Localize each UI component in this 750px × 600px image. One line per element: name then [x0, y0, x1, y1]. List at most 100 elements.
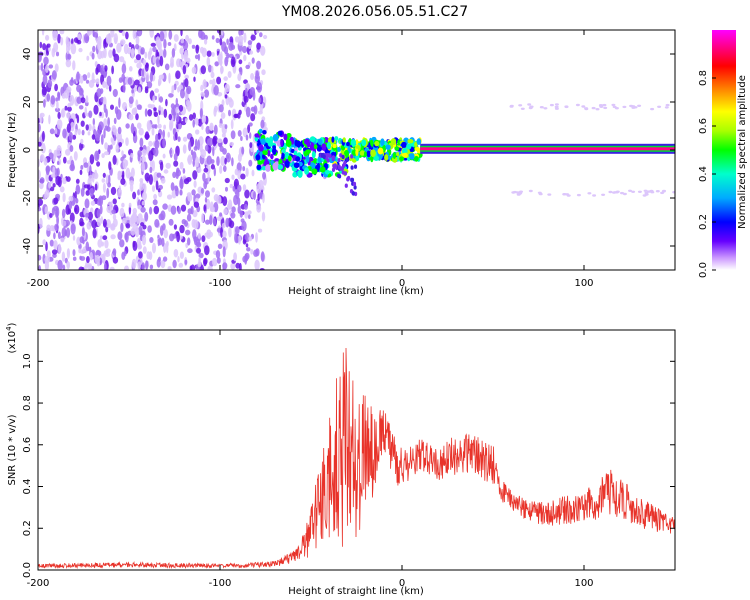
side-band-blob — [664, 106, 669, 109]
spectral-blob — [57, 111, 61, 120]
spectral-blob — [74, 204, 80, 215]
spectral-blob — [43, 157, 48, 166]
spectral-blob — [101, 153, 105, 159]
spectral-blob — [168, 113, 173, 121]
spectral-blob — [151, 124, 157, 129]
spectral-blob — [41, 30, 45, 36]
spectral-blob — [304, 167, 310, 175]
spectral-blob — [159, 55, 164, 67]
spectral-blob — [38, 169, 41, 180]
spectral-blob — [363, 151, 367, 158]
spectral-blob — [297, 169, 303, 178]
spectral-blob — [186, 85, 192, 95]
spectral-blob — [313, 158, 318, 164]
spectral-blob — [135, 227, 140, 238]
spectral-blob — [384, 154, 389, 161]
chart-title: YM08.2026.056.05.51.C27 — [281, 4, 468, 20]
snr-multiplier-exponent: 4 — [5, 326, 13, 331]
spectral-blob — [68, 131, 73, 142]
spectral-blob — [213, 194, 219, 202]
side-band-blob — [637, 104, 642, 108]
spectral-blob — [56, 161, 60, 165]
spectral-blob — [165, 240, 169, 247]
spectral-blob — [253, 191, 256, 201]
spectral-blob — [228, 97, 233, 103]
spectral-blob — [316, 162, 320, 171]
side-band-blob — [657, 105, 662, 109]
spectral-blob — [96, 161, 101, 167]
spectral-blob — [38, 182, 44, 190]
spectral-blob — [130, 152, 134, 158]
spectral-blob — [342, 163, 346, 168]
spectral-blob — [256, 42, 261, 50]
spectral-blob — [344, 183, 348, 188]
spectral-blob — [282, 148, 286, 154]
spectral-blob — [85, 190, 90, 196]
spectrogram-ytick-label: 20 — [22, 96, 33, 109]
spectral-blob — [86, 221, 92, 230]
side-band-blob — [629, 104, 634, 108]
spectral-blob — [230, 262, 236, 270]
spectral-blob — [219, 212, 223, 217]
spectral-blob — [167, 42, 172, 46]
spectral-blob — [149, 237, 154, 243]
spectral-blob — [219, 51, 223, 62]
colorbar-ticks: 0.0 0.2 0.4 0.6 0.8 — [698, 70, 716, 278]
spectral-blob — [229, 220, 235, 229]
spectral-blob — [112, 88, 118, 98]
spectral-blob — [149, 30, 154, 38]
colorbar-label: Normalized spectral amplitude — [737, 75, 748, 229]
spectral-blob — [188, 114, 194, 121]
spectral-blob — [179, 161, 184, 170]
spectral-blob — [237, 73, 242, 81]
spectral-blob — [39, 41, 43, 49]
side-band-blob — [554, 103, 559, 106]
spectral-blob — [184, 78, 189, 88]
spectral-blob — [87, 184, 91, 191]
side-band-blob — [647, 190, 651, 193]
side-band-blob — [650, 107, 655, 111]
side-band-blob — [575, 103, 580, 107]
spectral-blob — [112, 198, 117, 205]
spectral-blob — [258, 228, 263, 233]
spectral-blob — [66, 43, 70, 55]
spectral-blob — [158, 81, 161, 87]
spectral-blob — [91, 52, 95, 60]
spectral-blob — [140, 47, 145, 55]
side-band-blob — [615, 191, 619, 194]
spectral-blob — [149, 71, 153, 83]
spectral-blob — [101, 178, 106, 183]
spectral-blob — [244, 189, 250, 199]
spectral-blob — [137, 213, 143, 222]
snr-background — [38, 330, 675, 570]
spectral-blob — [178, 104, 184, 112]
spectral-blob — [65, 227, 71, 238]
spectral-blob — [251, 57, 255, 64]
spectral-blob — [222, 246, 226, 258]
spectral-blob — [201, 235, 206, 243]
spectral-blob — [158, 74, 164, 80]
spectral-blob — [258, 144, 264, 152]
spectral-blob — [93, 104, 99, 115]
spectral-blob — [209, 79, 213, 85]
spectral-blob — [154, 140, 160, 149]
spectrogram-ytick-label: -40 — [22, 238, 33, 254]
spectral-blob — [238, 109, 242, 116]
spectral-blob — [235, 262, 241, 269]
spectral-blob — [138, 251, 143, 259]
spectral-blob — [235, 226, 240, 235]
spectral-blob — [112, 248, 117, 256]
spectral-blob — [55, 51, 60, 57]
spectral-blob — [216, 138, 223, 143]
side-band-blob — [564, 105, 569, 108]
spectral-blob — [75, 184, 81, 195]
spectral-blob — [170, 205, 177, 215]
spectral-blob — [248, 236, 253, 242]
spectral-blob — [85, 79, 90, 84]
spectral-blob — [154, 95, 158, 101]
spectral-blob — [50, 95, 56, 105]
spectral-blob — [305, 155, 310, 163]
spectral-blob — [256, 60, 262, 70]
spectral-blob — [88, 79, 95, 88]
